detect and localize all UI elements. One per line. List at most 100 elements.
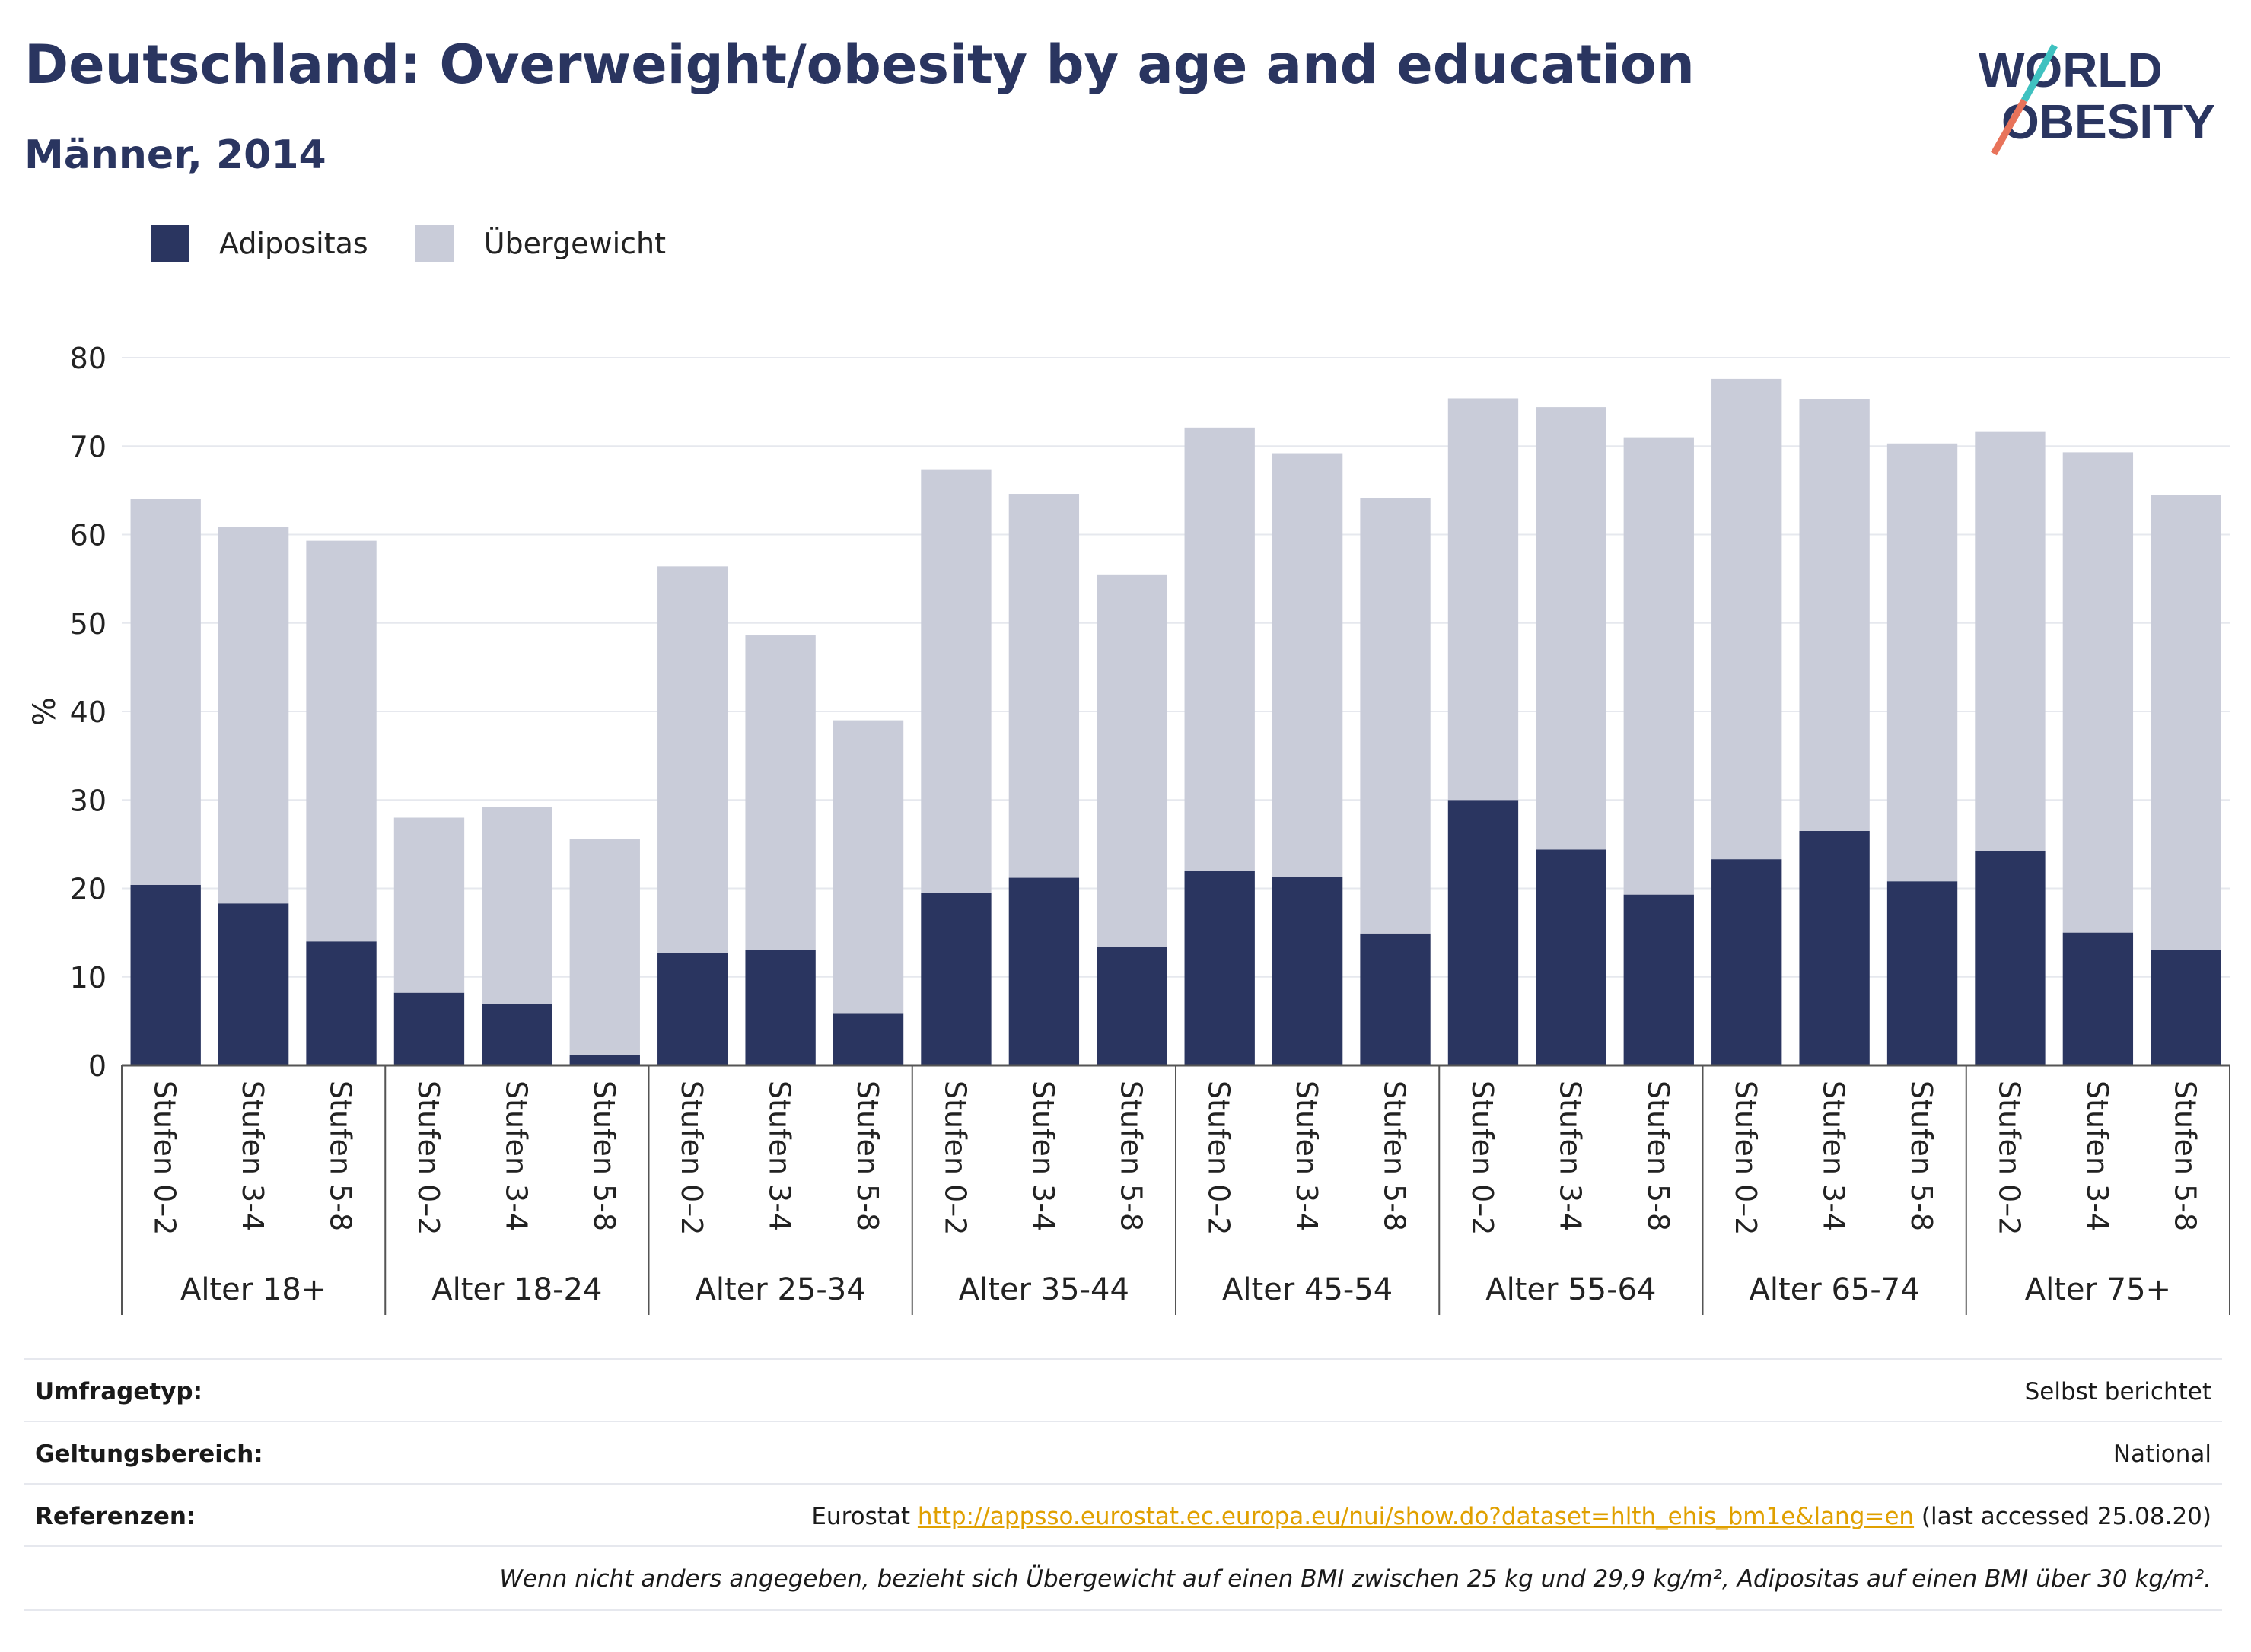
x-tick-label: Stufen 0–2: [1466, 1081, 1499, 1235]
meta-value: Eurostat http://appsso.eurostat.ec.europ…: [811, 1503, 2211, 1530]
x-tick-label: Stufen 3-4: [1027, 1081, 1060, 1231]
bar-uebergewicht: [2151, 495, 2221, 950]
meta-key: Umfragetyp:: [35, 1378, 202, 1405]
meta-key: Referenzen:: [35, 1503, 196, 1530]
group-label: Alter 25-34: [696, 1272, 866, 1307]
bar-adipositas: [657, 953, 728, 1065]
stacked-bar-chart: 0 10 20 30 40 50 60 70 80% Stufen 0–2 Stufen 3-4 St…: [27, 342, 2230, 1315]
bar-adipositas: [218, 903, 289, 1065]
y-tick-label: 70: [70, 430, 107, 463]
bmi-note: Wenn nicht anders angegeben, bezieht sic…: [499, 1565, 2211, 1593]
legend-swatch-uebergewicht: [415, 225, 454, 262]
x-tick-label: Stufen 5-8: [1114, 1081, 1148, 1231]
bar-uebergewicht: [745, 635, 816, 950]
x-tick-label: Stufen 0–2: [938, 1081, 972, 1235]
bar-adipositas: [1097, 947, 1167, 1065]
x-tick-label: Stufen 5-8: [2168, 1081, 2202, 1231]
y-axis-label: %: [27, 697, 62, 726]
bar-uebergewicht: [393, 817, 465, 993]
group-label: Alter 18+: [180, 1272, 326, 1307]
reference-prefix: Eurostat: [811, 1503, 918, 1530]
group-label: Alter 45-54: [1222, 1272, 1393, 1307]
x-tick-label: Stufen 3-4: [1290, 1081, 1323, 1231]
meta-row-survey-type: Umfragetyp: Selbst berichtet: [24, 1358, 2222, 1422]
y-tick-label: 10: [70, 961, 107, 995]
group-label: Alter 18-24: [431, 1272, 602, 1307]
bar-uebergewicht: [482, 807, 552, 1004]
bar-adipositas: [1711, 859, 1782, 1065]
bar-adipositas: [1008, 877, 1080, 1065]
x-tick-label: Stufen 0–2: [1729, 1081, 1762, 1235]
x-tick-label: Stufen 5-8: [1378, 1081, 1412, 1231]
x-tick-label: Stufen 5-8: [587, 1081, 621, 1231]
bar-uebergewicht: [218, 527, 289, 904]
bar-adipositas: [1272, 877, 1343, 1065]
y-tick-label: 30: [70, 784, 107, 817]
bar-adipositas: [921, 893, 992, 1065]
x-tick-label: Stufen 3-4: [1817, 1081, 1851, 1231]
legend-swatch-adipositas: [151, 225, 189, 262]
bar-uebergewicht: [1711, 378, 1782, 860]
x-tick-label: Stufen 0–2: [412, 1081, 445, 1235]
bar-adipositas: [2062, 932, 2134, 1065]
bar-adipositas: [1623, 894, 1694, 1065]
bar-adipositas: [569, 1055, 640, 1065]
bar-uebergewicht: [569, 839, 640, 1055]
bar-adipositas: [130, 884, 201, 1065]
x-tick-label: Stufen 0–2: [1992, 1081, 2026, 1235]
bar-uebergewicht: [1623, 437, 1694, 895]
x-tick-label: Stufen 5-8: [1905, 1081, 1938, 1231]
meta-row-note: Wenn nicht anders angegeben, bezieht sic…: [24, 1545, 2222, 1611]
bar-adipositas: [482, 1004, 552, 1065]
y-tick-label: 0: [88, 1049, 107, 1083]
reference-link[interactable]: http://appsso.eurostat.ec.europa.eu/nui/…: [917, 1503, 1915, 1530]
group-label: Alter 75+: [2025, 1272, 2171, 1307]
svg-text:WORLD: WORLD: [1979, 43, 2163, 97]
y-tick-label: 40: [70, 695, 107, 729]
bar-uebergewicht: [1360, 498, 1431, 934]
bar-uebergewicht: [833, 720, 904, 1014]
bar-adipositas: [306, 941, 377, 1065]
group-label: Alter 35-44: [959, 1272, 1129, 1307]
x-tick-label: Stufen 5-8: [324, 1081, 358, 1231]
bar-uebergewicht: [921, 469, 992, 893]
bar-uebergewicht: [1097, 574, 1167, 947]
meta-value: National: [2113, 1440, 2211, 1468]
bar-uebergewicht: [2062, 452, 2134, 933]
bar-adipositas: [1975, 851, 2046, 1065]
bar-adipositas: [1360, 933, 1431, 1065]
group-label: Alter 55-64: [1485, 1272, 1656, 1307]
page-title: Deutschland: Overweight/obesity by age a…: [24, 33, 1695, 96]
x-tick-label: Stufen 3-4: [763, 1081, 797, 1231]
x-tick-label: Stufen 3-4: [499, 1081, 533, 1231]
y-tick-label: 80: [70, 342, 107, 375]
bar-adipositas: [1536, 849, 1606, 1065]
x-tick-label: Stufen 0–2: [148, 1081, 182, 1235]
svg-text:OBESITY: OBESITY: [2001, 94, 2215, 149]
bar-uebergewicht: [1975, 431, 2046, 851]
meta-value: Selbst berichtet: [2024, 1378, 2211, 1405]
bar-uebergewicht: [130, 499, 201, 885]
meta-row-references: Referenzen: Eurostat http://appsso.euros…: [24, 1483, 2222, 1547]
bar-adipositas: [1886, 881, 1958, 1065]
bar-adipositas: [745, 950, 816, 1065]
x-tick-label: Stufen 3-4: [236, 1081, 269, 1231]
x-tick-label: Stufen 0–2: [1202, 1081, 1236, 1235]
bar-uebergewicht: [1536, 407, 1606, 850]
meta-row-scope: Geltungsbereich: National: [24, 1421, 2222, 1485]
bar-uebergewicht: [1272, 453, 1343, 877]
y-tick-label: 60: [70, 519, 107, 552]
reference-suffix: (last accessed 25.08.20): [1914, 1503, 2211, 1530]
legend-item-uebergewicht: Übergewicht: [415, 225, 666, 262]
y-tick-label: 50: [70, 607, 107, 641]
bar-adipositas: [833, 1013, 904, 1065]
bar-adipositas: [393, 992, 465, 1065]
legend-item-adipositas: Adipositas: [151, 225, 368, 262]
page-subtitle: Männer, 2014: [24, 132, 326, 178]
x-tick-label: Stufen 5-8: [1641, 1081, 1675, 1231]
y-tick-label: 20: [70, 873, 107, 906]
legend-label-adipositas: Adipositas: [219, 227, 368, 260]
x-tick-label: Stufen 0–2: [675, 1081, 708, 1235]
bar-uebergewicht: [657, 566, 728, 953]
x-tick-label: Stufen 5-8: [851, 1081, 884, 1231]
